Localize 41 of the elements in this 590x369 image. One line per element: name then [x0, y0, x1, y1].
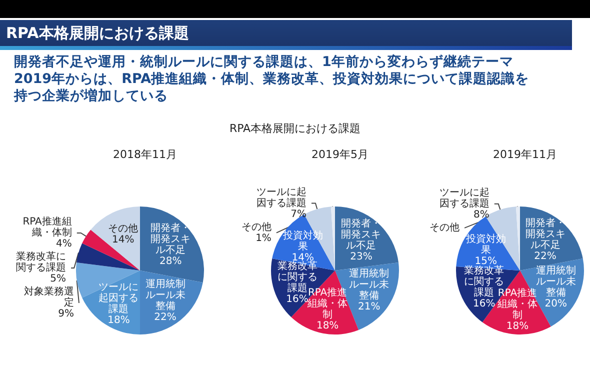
data-label: 16%	[472, 298, 496, 310]
data-label: 21%	[358, 302, 380, 313]
slice-label: ツールに起因する課題	[256, 186, 306, 209]
slice-label: 開発者・開発スキル不足	[150, 222, 191, 256]
data-label: 9%	[58, 308, 74, 320]
data-label: 28%	[159, 256, 182, 268]
data-label: 22%	[154, 312, 176, 324]
data-label: 23%	[350, 252, 372, 263]
chart-title: 2018年11月	[113, 148, 177, 161]
data-label: 18%	[108, 315, 130, 326]
data-label: 15%	[474, 256, 497, 267]
data-label: 18%	[316, 320, 339, 332]
text: 2019年からは、RPA推進組織・体制、業務改革、投資対効果について課題認識を持つ企業が増加している	[14, 71, 530, 105]
data-label: 5%	[50, 273, 66, 284]
slice-label: 開発者・開発スキル不足	[525, 216, 566, 251]
slice-label: 対象業務選定	[24, 285, 74, 308]
text: RPA本格展開における課題	[228, 121, 362, 136]
slice-label: その他	[430, 221, 460, 234]
data-label: 8%	[473, 209, 490, 220]
data-label: 4%	[56, 238, 72, 250]
slice-label: ツールに起因する課題	[439, 186, 490, 210]
data-label: 16%	[286, 294, 308, 305]
text: 開発者不足や運用・統制ルールに関する課題は、1年前から変わらず継続テーマ	[14, 54, 514, 71]
data-label: 7%	[290, 208, 306, 220]
chart-title: 2019年5月	[312, 148, 368, 161]
slice-label: ツールに起因する課題	[98, 282, 139, 316]
chart-title: 2019年11月	[493, 148, 557, 161]
slice-label: 運用統制ルール未整備	[536, 264, 576, 298]
slice-label: RPA推進組織・体制	[22, 215, 72, 238]
data-label: 14%	[112, 234, 134, 246]
slice-label: その他	[241, 220, 272, 233]
slice-label: 開発者・開発スキル不足	[341, 218, 382, 252]
data-label: 22%	[534, 250, 556, 262]
data-label: 18%	[506, 321, 529, 332]
text: RPA本格展開における課題	[0, 20, 572, 46]
data-label: 20%	[544, 298, 568, 310]
slice-label: 業務改革に関する課題	[16, 250, 66, 274]
slice-label: 運用統制ルール未整備	[145, 278, 186, 312]
data-label: 1%	[256, 232, 272, 244]
slice-label: 運用統制ルール未整備	[349, 268, 390, 302]
slice-label: その他	[108, 222, 138, 235]
